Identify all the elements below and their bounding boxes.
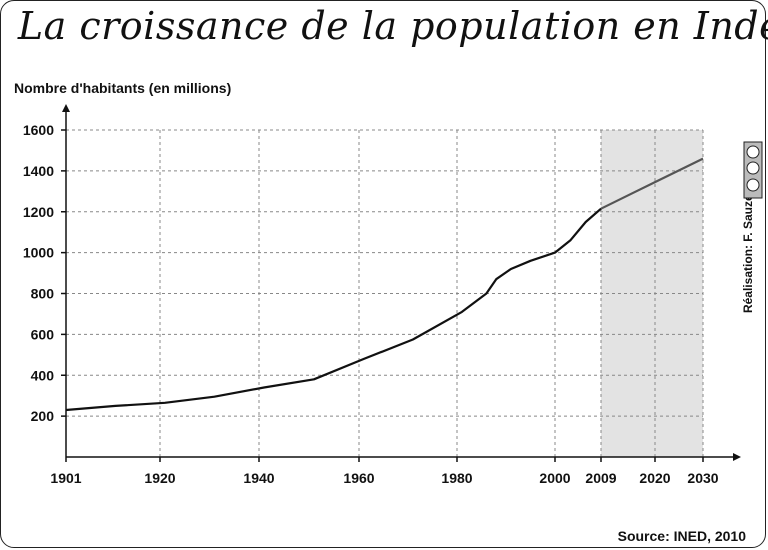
y-axis-arrow bbox=[62, 104, 70, 112]
y-tick-label: 1600 bbox=[23, 122, 54, 138]
x-tick-label: 1940 bbox=[243, 470, 274, 486]
y-tick-label: 200 bbox=[31, 408, 55, 424]
x-tick-label: 1901 bbox=[50, 470, 81, 486]
x-tick-label: 2030 bbox=[687, 470, 718, 486]
source-note: Source: INED, 2010 bbox=[617, 528, 746, 544]
y-tick-label: 1200 bbox=[23, 204, 54, 220]
y-tick-label: 800 bbox=[31, 286, 55, 302]
projection-band bbox=[601, 130, 703, 457]
y-tick-label: 1000 bbox=[23, 245, 54, 261]
historical-population-line bbox=[65, 207, 602, 412]
x-tick-label: 1960 bbox=[343, 470, 374, 486]
creative-commons-logo bbox=[743, 141, 763, 199]
x-tick-label: 1920 bbox=[144, 470, 175, 486]
x-tick-label: 2009 bbox=[585, 470, 616, 486]
y-axis-label: Nombre d'habitants (en millions) bbox=[14, 80, 232, 96]
x-tick-label: 2000 bbox=[539, 470, 570, 486]
chart-title: La croissance de la population en Inde bbox=[17, 4, 768, 48]
y-tick-label: 400 bbox=[31, 367, 55, 383]
x-tick-label: 2020 bbox=[639, 470, 670, 486]
y-tick-label: 1400 bbox=[23, 163, 54, 179]
x-tick-label: 1980 bbox=[441, 470, 472, 486]
projected-population-line bbox=[600, 157, 704, 210]
x-axis-arrow bbox=[733, 453, 741, 461]
y-tick-label: 600 bbox=[31, 326, 55, 342]
